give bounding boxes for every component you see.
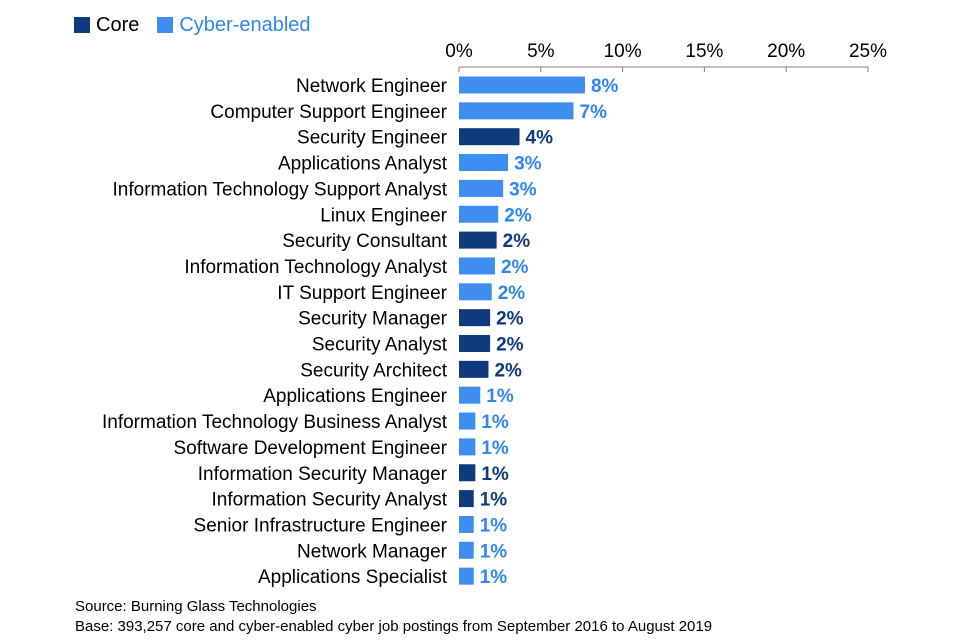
source-note: Source: Burning Glass Technologies [75, 598, 317, 615]
category-label: Software Development Engineer [173, 438, 447, 459]
bar [459, 360, 489, 378]
chart-legend: Core Cyber-enabled [74, 13, 329, 37]
category-label: Network Engineer [296, 76, 448, 97]
bar [459, 438, 476, 456]
data-label: 1% [486, 386, 514, 407]
x-tick-label: 20% [767, 41, 805, 62]
data-label: 2% [501, 257, 529, 278]
data-label: 1% [481, 464, 509, 485]
data-label: 2% [496, 335, 524, 356]
data-label: 3% [509, 179, 537, 200]
data-label: 2% [494, 360, 522, 381]
bar [459, 231, 497, 249]
data-label: 8% [591, 76, 619, 97]
category-label: Security Manager [298, 309, 448, 330]
legend-label-core: Core [96, 13, 140, 36]
bar [459, 154, 509, 172]
data-label: 1% [480, 490, 508, 511]
base-note: Base: 393,257 core and cyber-enabled cyb… [75, 618, 713, 635]
chart-notes: Source: Burning Glass Technologies Base:… [75, 597, 712, 637]
category-label: Security Consultant [282, 231, 447, 252]
category-label: Senior Infrastructure Engineer [194, 515, 448, 536]
category-label: Information Technology Analyst [184, 257, 447, 278]
bar [459, 179, 504, 197]
data-label: 1% [480, 567, 508, 588]
bar [459, 464, 476, 482]
category-label: Applications Engineer [263, 386, 447, 407]
data-label: 2% [498, 283, 526, 304]
category-label: Applications Specialist [258, 567, 448, 588]
bar-chart: 0% 5% 10% 15% 20% 25% Network Engineer 8% Comput… [102, 41, 887, 588]
bar [459, 412, 476, 430]
category-label: Information Technology Support Analyst [113, 179, 448, 200]
data-label: 1% [480, 515, 508, 536]
data-label: 3% [514, 154, 542, 175]
data-label: 2% [504, 205, 532, 226]
data-label: 1% [481, 438, 509, 459]
category-label: Security Analyst [312, 335, 448, 356]
legend-label-cyber-enabled: Cyber-enabled [179, 13, 311, 36]
bar [459, 257, 495, 275]
legend-item-cyber-enabled: Cyber-enabled [157, 13, 311, 37]
bar [459, 515, 474, 533]
category-label: Network Manager [297, 541, 448, 562]
x-tick-label: 25% [849, 41, 887, 62]
category-label: Information Technology Business Analyst [102, 412, 448, 433]
legend-swatch-cyber-enabled [157, 17, 174, 33]
legend-swatch-core [74, 17, 90, 33]
category-label: Security Architect [300, 360, 447, 381]
x-tick-label: 0% [445, 41, 473, 62]
data-label: 2% [496, 309, 524, 330]
x-tick-label: 15% [685, 41, 723, 62]
x-tick-label: 5% [527, 41, 555, 62]
category-label: Information Security Analyst [212, 490, 448, 511]
bar [459, 76, 585, 94]
bar [459, 386, 481, 404]
bar [459, 309, 491, 327]
category-label: IT Support Engineer [277, 283, 447, 304]
category-label: Computer Support Engineer [210, 102, 447, 123]
category-label: Applications Analyst [278, 154, 448, 175]
bar [459, 541, 474, 559]
data-label: 1% [481, 412, 509, 433]
data-label: 7% [580, 102, 608, 123]
bar [459, 128, 520, 146]
data-label: 1% [480, 541, 508, 562]
bar [459, 205, 499, 223]
data-label: 4% [526, 128, 554, 149]
data-label: 2% [503, 231, 531, 252]
bar [459, 283, 492, 301]
bar [459, 335, 491, 352]
category-label: Information Security Manager [198, 464, 448, 485]
bar [459, 567, 474, 585]
bar [459, 102, 574, 120]
legend-item-core: Core [74, 14, 139, 37]
category-label: Linux Engineer [320, 205, 447, 226]
bar [459, 490, 474, 508]
category-label: Security Engineer [297, 128, 448, 149]
x-tick-label: 10% [604, 41, 642, 62]
